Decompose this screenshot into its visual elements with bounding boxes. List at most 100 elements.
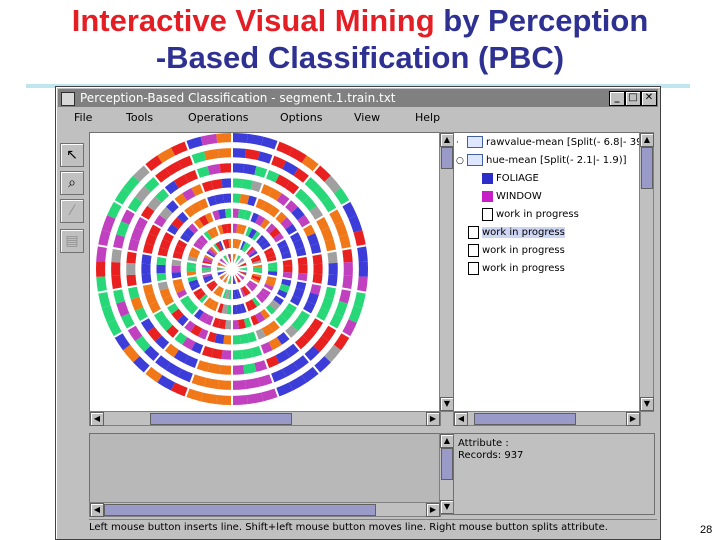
menu-file[interactable]: File (74, 111, 93, 124)
segment-divider[interactable] (143, 268, 233, 374)
segment-cell (268, 319, 281, 333)
segment-cell (263, 283, 274, 292)
scroll-right-icon[interactable]: ▶ (426, 503, 440, 517)
segment-cell (275, 382, 294, 397)
segment-cell (159, 317, 173, 332)
window-titlebar[interactable]: Perception-Based Classification - segmen… (58, 89, 658, 107)
secondary-view-panel[interactable] (89, 433, 441, 515)
scroll-down-icon[interactable]: ▼ (640, 397, 654, 411)
tree-node[interactable]: work in progress (468, 225, 565, 241)
segment-cell (221, 178, 232, 188)
segment-cell (216, 224, 224, 235)
segment-divider[interactable] (231, 244, 367, 270)
segment-cell (112, 288, 125, 304)
segment-cell (216, 268, 227, 270)
canvas-vertical-scrollbar[interactable]: ▲ ▼ (439, 132, 454, 412)
arrow-pointer-icon[interactable]: ↖ (60, 143, 84, 167)
scroll-thumb[interactable] (104, 504, 376, 516)
segment-cell (280, 308, 293, 321)
tree-node[interactable]: · rawvalue-mean [Split(- 6.8|- 39.1|- 7 (456, 135, 640, 151)
segment-cell (190, 246, 201, 255)
segment-cell (182, 337, 196, 351)
slide-title: Interactive Visual Mining by Perception … (0, 2, 720, 76)
scroll-up-icon[interactable]: ▲ (440, 434, 454, 448)
menu-operations[interactable]: Operations (188, 111, 249, 124)
scroll-left-icon[interactable]: ◀ (454, 412, 468, 426)
scroll-thumb[interactable] (441, 448, 453, 480)
segment-divider[interactable] (231, 268, 367, 294)
scroll-thumb[interactable] (641, 147, 653, 189)
segment-cell (259, 341, 273, 355)
tree-node[interactable]: work in progress (468, 243, 565, 259)
segment-cell (183, 299, 195, 311)
segment-cell (114, 187, 131, 206)
expand-toggle-icon[interactable]: ○ (456, 156, 464, 166)
visualization-canvas[interactable] (89, 132, 441, 412)
segment-cell (111, 261, 121, 277)
segment-divider[interactable] (97, 244, 233, 270)
circle-segments-visualization[interactable] (90, 133, 440, 411)
scroll-up-icon[interactable]: ▲ (640, 133, 654, 147)
scroll-thumb[interactable] (474, 413, 576, 425)
secondary-horizontal-scrollbar[interactable]: ◀ ▶ (89, 502, 441, 517)
scroll-down-icon[interactable]: ▼ (440, 397, 454, 411)
maximize-icon[interactable]: □ (625, 91, 641, 106)
tree-node[interactable]: ○ hue-mean [Split(- 2.1|- 1.9)] (456, 153, 627, 169)
segment-divider[interactable] (231, 140, 280, 270)
tree-node[interactable]: work in progress (468, 261, 565, 277)
tree-horizontal-scrollbar[interactable]: ◀ ▶ (453, 411, 641, 426)
tree-vertical-scrollbar[interactable]: ▲ ▼ (639, 132, 654, 412)
segment-cell (241, 348, 253, 360)
segment-cell (334, 221, 348, 237)
scroll-left-icon[interactable]: ◀ (90, 412, 104, 426)
menu-view[interactable]: View (354, 111, 381, 124)
segment-divider[interactable] (231, 200, 351, 270)
menu-options[interactable]: Options (280, 111, 323, 124)
segment-divider[interactable] (97, 268, 233, 294)
segment-cell (217, 263, 227, 268)
menu-tools[interactable]: Tools (126, 111, 154, 124)
segment-divider[interactable] (143, 164, 233, 270)
segment-cell (288, 147, 307, 163)
minimize-icon[interactable]: _ (609, 91, 625, 106)
segment-cell (211, 348, 223, 360)
segment-cell (244, 377, 260, 390)
scroll-down-icon[interactable]: ▼ (440, 500, 454, 514)
tree-node[interactable]: work in progress (482, 207, 579, 223)
segment-divider[interactable] (231, 268, 321, 374)
segment-divider[interactable] (113, 268, 233, 338)
segment-cell (236, 272, 245, 280)
segment-cell (275, 349, 291, 364)
split-icon[interactable]: ⁄ (60, 199, 84, 223)
segment-divider[interactable] (231, 164, 321, 270)
segment-cell (237, 263, 247, 268)
segment-cell (98, 291, 111, 309)
canvas-horizontal-scrollbar[interactable]: ◀ ▶ (89, 411, 441, 426)
decision-tree-panel[interactable]: · rawvalue-mean [Split(- 6.8|- 39.1|- 7 ○ h… (453, 132, 641, 412)
scroll-right-icon[interactable]: ▶ (426, 412, 440, 426)
grid-icon[interactable]: ▤ (60, 229, 84, 253)
segment-divider[interactable] (113, 200, 233, 270)
zoom-icon[interactable]: ⌕ (60, 171, 84, 195)
segment-divider[interactable] (231, 268, 280, 398)
scroll-right-icon[interactable]: ▶ (626, 412, 640, 426)
segment-cell (276, 238, 288, 249)
secondary-vertical-scrollbar[interactable]: ▲ ▼ (439, 433, 454, 515)
segment-cell (219, 258, 228, 266)
segment-cell (261, 287, 272, 297)
tree-node[interactable]: WINDOW (482, 189, 542, 205)
segment-cell (207, 299, 216, 310)
scroll-up-icon[interactable]: ▲ (440, 133, 454, 147)
tree-node[interactable]: FOLIAGE (482, 171, 539, 187)
segment-divider[interactable] (184, 268, 233, 398)
class-color-icon (482, 172, 493, 184)
scroll-thumb[interactable] (441, 147, 453, 169)
expand-toggle-icon[interactable]: · (456, 138, 459, 148)
menu-help[interactable]: Help (415, 111, 441, 124)
segment-divider[interactable] (231, 268, 351, 338)
close-icon[interactable]: ✕ (641, 91, 657, 106)
scroll-left-icon[interactable]: ◀ (90, 503, 104, 517)
document-icon (468, 225, 479, 239)
scroll-thumb[interactable] (150, 413, 292, 425)
segment-divider[interactable] (184, 140, 233, 270)
